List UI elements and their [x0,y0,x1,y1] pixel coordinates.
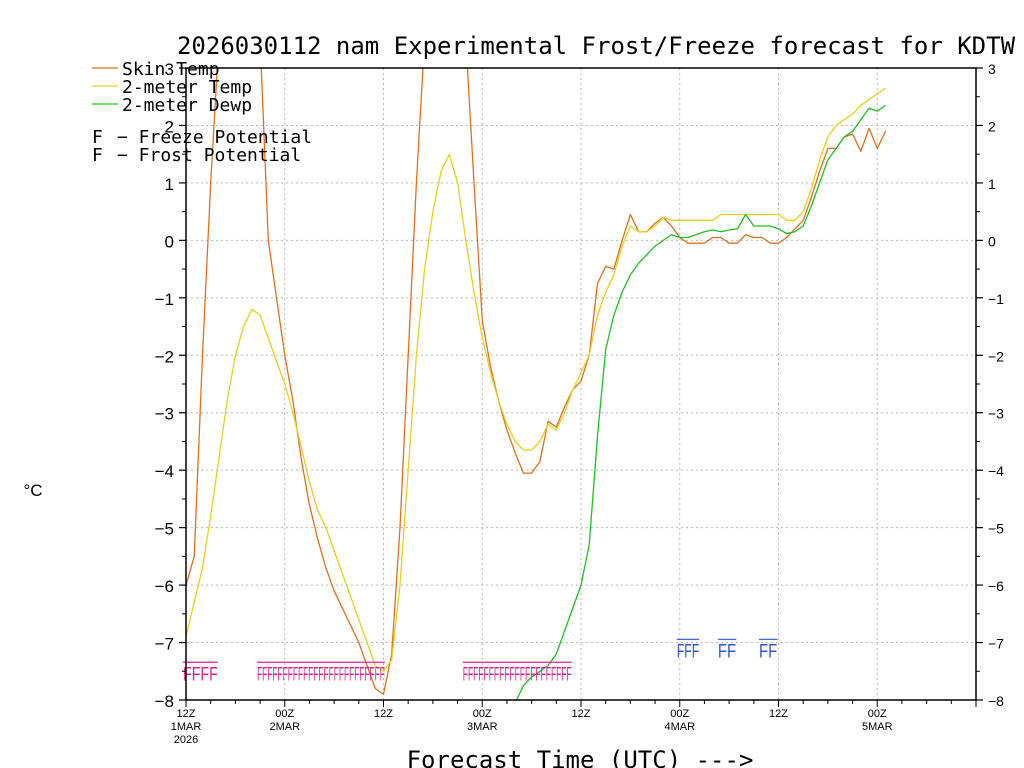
x-tick-label: 12Z [572,708,591,720]
y-tick-label-right: −3 [988,406,1004,422]
y-tick-label-right: −8 [988,693,1004,709]
x-tick-label: 00Z [275,708,294,720]
y-tick-label-right: −6 [988,578,1004,594]
y-tick-label-right: 1 [988,176,996,192]
chart-title: 2026030112 nam Experimental Frost/Freeze… [177,32,1016,60]
y-tick-label-left: −8 [155,692,174,711]
x-tick-label: 12Z [374,708,393,720]
y-tick-label-left: −4 [155,462,174,481]
legend: Skin Temp 2-meter Temp 2-meter Dewp F − … [92,59,312,166]
y-tick-label-right: 2 [988,118,996,134]
x-tick-year: 2026 [174,734,198,746]
series-line-2-meter-temp [186,87,886,672]
y-tick-label-left: 2 [165,117,174,136]
y-tick-label-left: −2 [155,347,174,366]
y-tick-label-right: 0 [988,233,996,249]
potential-flags: FFFF FFFFFFFFFFFFFFFFFFFFFFFFF FFFFFFFFFFF… [183,638,778,685]
frost-flag-text: FF [718,641,736,662]
y-tick-label-right: 3 [988,61,996,77]
y-axis-label: °C [23,481,42,500]
legend-label-skin-temp: Skin Temp [122,59,220,80]
x-tick-date: 4MAR [664,721,695,733]
x-tick-label: 12Z [769,708,788,720]
y-tick-label-left: −3 [155,405,174,424]
y-tick-label-left: −1 [155,290,174,309]
legend-freeze-label: − Freeze Potential [117,127,312,148]
y-tick-label-left: 3 [165,60,174,79]
x-tick-date: 5MAR [862,721,893,733]
x-tick-date: 1MAR [171,721,202,733]
freeze-flag-text: FFFFFFFFFFFFFFFFFFFFF [463,664,572,685]
frost-flag-text: FF [759,641,777,662]
x-tick-label: 12Z [177,708,196,720]
series-clip-group [186,68,887,700]
legend-label-2m-dewp: 2-meter Dewp [122,95,252,116]
legend-freeze-symbol: F [92,127,103,148]
x-tick-label: 00Z [670,708,689,720]
series-line-2-meter-dewp [515,104,886,700]
y-tick-label-right: −4 [988,463,1004,479]
y-tick-label-left: 1 [165,175,174,194]
y-tick-label-right: −5 [988,521,1004,537]
legend-label-2m-temp: 2-meter Temp [122,77,252,98]
freeze-flag-text: FFFF [183,664,218,685]
freeze-flag-text: FFFFFFFFFFFFFFFFFFFFFFFFF [257,664,385,685]
y-tick-label-left: −7 [155,635,174,654]
x-tick-date: 3MAR [467,721,498,733]
frost-flag-text: FFF [677,641,700,662]
y-tick-label-right: −2 [988,348,1004,364]
grid-lines [186,68,976,700]
x-tick-date: 2MAR [269,721,300,733]
y-tick-label-left: 0 [165,232,174,251]
x-tick-label: 00Z [473,708,492,720]
series-line-skin-temp [186,68,887,695]
x-axis-label: Forecast Time (UTC) ---> [407,746,754,768]
y-tick-label-right: −7 [988,636,1004,652]
y-tick-label-left: −5 [155,520,174,539]
y-axis-ticks: −8 −8 −7 −7 −6 −6 −5 −5 −4 −4 −3 −3 −2 −2 −1 −1 0 0 1 1 2 2 3 3 [155,60,1005,711]
x-tick-label: 00Z [868,708,887,720]
legend-frost-label: − Frost Potential [117,145,301,166]
y-tick-label-left: −6 [155,577,174,596]
y-tick-label-right: −1 [988,291,1004,307]
legend-frost-symbol: F [92,145,103,166]
series-lines [186,68,887,700]
